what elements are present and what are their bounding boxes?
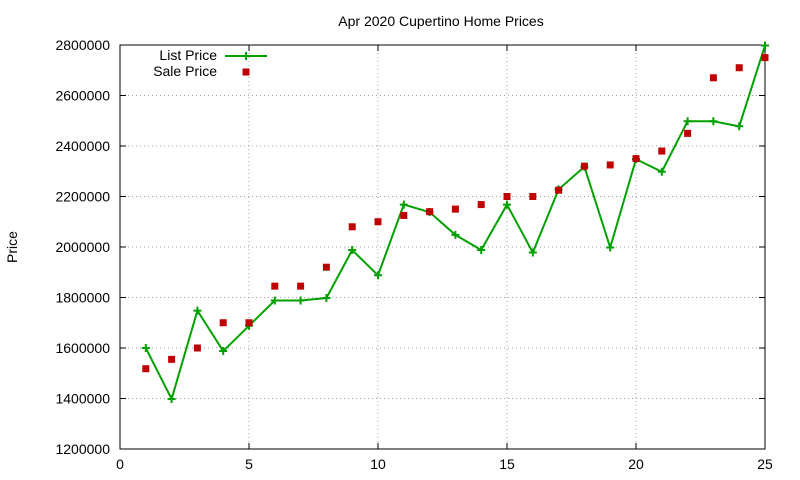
y-tick-label: 2000000 — [55, 239, 110, 255]
chart-title: Apr 2020 Cupertino Home Prices — [338, 13, 543, 29]
x-tick-label: 25 — [757, 456, 773, 472]
list-price-point — [374, 271, 382, 280]
sale-price-point — [193, 344, 201, 352]
list-price-point — [219, 347, 228, 356]
axes: 0 5 10 15 20 25 1200000 1400000 1600000 1800000 20… — [55, 37, 773, 472]
sale-price-point — [245, 319, 253, 327]
sale-price-point — [503, 193, 511, 200]
list-price-point — [193, 306, 202, 315]
list-price-point — [761, 41, 769, 50]
gridlines — [120, 45, 765, 449]
sale-price-point — [142, 365, 150, 373]
y-tick-label: 2200000 — [55, 189, 110, 205]
x-tick-label: 0 — [116, 456, 124, 472]
list-price-point — [451, 230, 460, 239]
list-price-point — [167, 395, 176, 404]
sale-price-point — [580, 162, 588, 170]
sale-price-point — [451, 205, 459, 213]
list-price-point — [296, 296, 305, 305]
sale-price-point — [168, 355, 176, 363]
list-price-point — [709, 117, 718, 126]
y-tick-label: 1400000 — [55, 391, 110, 407]
list-price-point — [270, 296, 279, 305]
list-price-point — [528, 248, 537, 257]
sale-price-point — [400, 211, 408, 219]
list-price-point — [657, 167, 666, 176]
y-tick-label: 2600000 — [55, 88, 110, 104]
sale-price-point — [632, 155, 640, 163]
legend-marker-list-price — [242, 52, 250, 60]
legend-label-list-price: List Price — [159, 47, 217, 63]
x-tick-label: 5 — [245, 456, 253, 472]
sale-price-point — [219, 319, 227, 327]
list-price-point — [348, 246, 357, 255]
x-tick-label: 15 — [499, 456, 515, 472]
sale-price-point — [555, 186, 563, 194]
list-price-point — [683, 117, 692, 126]
y-axis-label: Price — [4, 231, 20, 263]
list-price-point — [735, 122, 744, 131]
list-price-line — [144, 45, 766, 402]
sale-price-point — [684, 129, 692, 137]
sale-price-point — [271, 282, 279, 290]
x-tick-label: 20 — [628, 456, 644, 472]
sale-price-point — [709, 74, 717, 82]
sale-price-point — [426, 208, 434, 216]
sale-price-point — [761, 54, 769, 62]
list-price-point — [141, 344, 150, 352]
list-price-point — [477, 246, 486, 255]
y-tick-label: 1600000 — [55, 340, 110, 356]
y-tick-label: 2400000 — [55, 138, 110, 154]
sale-price-point — [477, 201, 485, 209]
sale-price-point — [297, 282, 305, 290]
sale-price-point — [606, 161, 614, 169]
sale-price-point — [529, 193, 537, 200]
x-tick-label: 10 — [370, 456, 386, 472]
list-price-point — [503, 200, 511, 209]
sale-price-point — [322, 263, 330, 271]
sale-price-point — [374, 218, 382, 226]
legend: List Price Sale Price — [153, 47, 267, 79]
list-price-point — [606, 243, 615, 252]
list-price-point — [399, 200, 408, 209]
y-tick-label: 2800000 — [55, 37, 110, 53]
y-tick-label: 1200000 — [55, 441, 110, 457]
y-tick-label: 1800000 — [55, 290, 110, 306]
sale-price-point — [735, 64, 743, 72]
legend-swatch-sale-price — [242, 68, 250, 76]
sale-price-point — [658, 147, 666, 155]
list-price-point — [322, 294, 331, 303]
sale-price-point — [348, 223, 356, 231]
data-series — [141, 41, 769, 404]
legend-label-sale-price: Sale Price — [153, 63, 217, 79]
